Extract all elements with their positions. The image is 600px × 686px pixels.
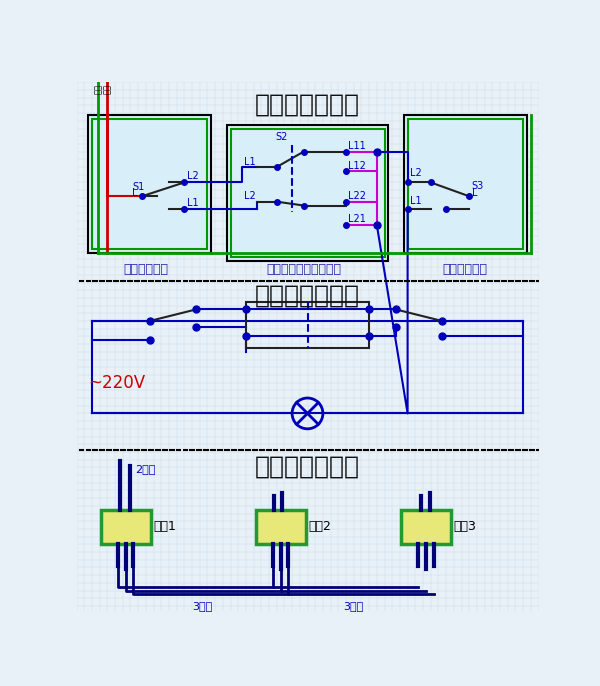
Text: 3根线: 3根线 [193, 600, 213, 611]
Text: 中途开关（三控开关）: 中途开关（三控开关） [266, 263, 341, 276]
Text: L: L [132, 188, 137, 198]
Text: S3: S3 [472, 180, 484, 191]
Text: L11: L11 [349, 141, 366, 152]
Text: L1: L1 [410, 196, 422, 206]
FancyBboxPatch shape [88, 115, 211, 253]
Text: L2: L2 [244, 191, 256, 202]
Text: 三控开关原理图: 三控开关原理图 [255, 284, 360, 308]
Text: L2: L2 [187, 172, 199, 181]
Text: 零线: 零线 [94, 84, 103, 94]
Text: L1: L1 [244, 156, 256, 167]
Text: S1: S1 [132, 182, 144, 192]
FancyBboxPatch shape [101, 510, 151, 544]
Text: 开关3: 开关3 [454, 521, 476, 534]
Text: 单开双控开关: 单开双控开关 [124, 263, 168, 276]
Text: ~220V: ~220V [88, 374, 145, 392]
Text: L2: L2 [410, 168, 422, 178]
Text: L21: L21 [349, 215, 366, 224]
Text: L: L [472, 188, 477, 198]
FancyBboxPatch shape [401, 510, 451, 544]
FancyBboxPatch shape [227, 125, 388, 261]
Text: L12: L12 [349, 161, 366, 171]
Text: 三控开关接线图: 三控开关接线图 [255, 93, 360, 117]
Text: L22: L22 [349, 191, 367, 202]
Text: 开关1: 开关1 [154, 521, 176, 534]
Text: 开关2: 开关2 [308, 521, 331, 534]
Text: 单开双控开关: 单开双控开关 [443, 263, 488, 276]
Text: 火线: 火线 [103, 84, 112, 94]
Text: 2根线: 2根线 [135, 464, 155, 474]
Text: S2: S2 [275, 132, 287, 142]
Text: L1: L1 [187, 198, 198, 208]
Text: 3根线: 3根线 [343, 600, 363, 611]
Text: 三控开关布线图: 三控开关布线图 [255, 455, 360, 479]
FancyBboxPatch shape [256, 510, 306, 544]
FancyBboxPatch shape [404, 115, 527, 253]
